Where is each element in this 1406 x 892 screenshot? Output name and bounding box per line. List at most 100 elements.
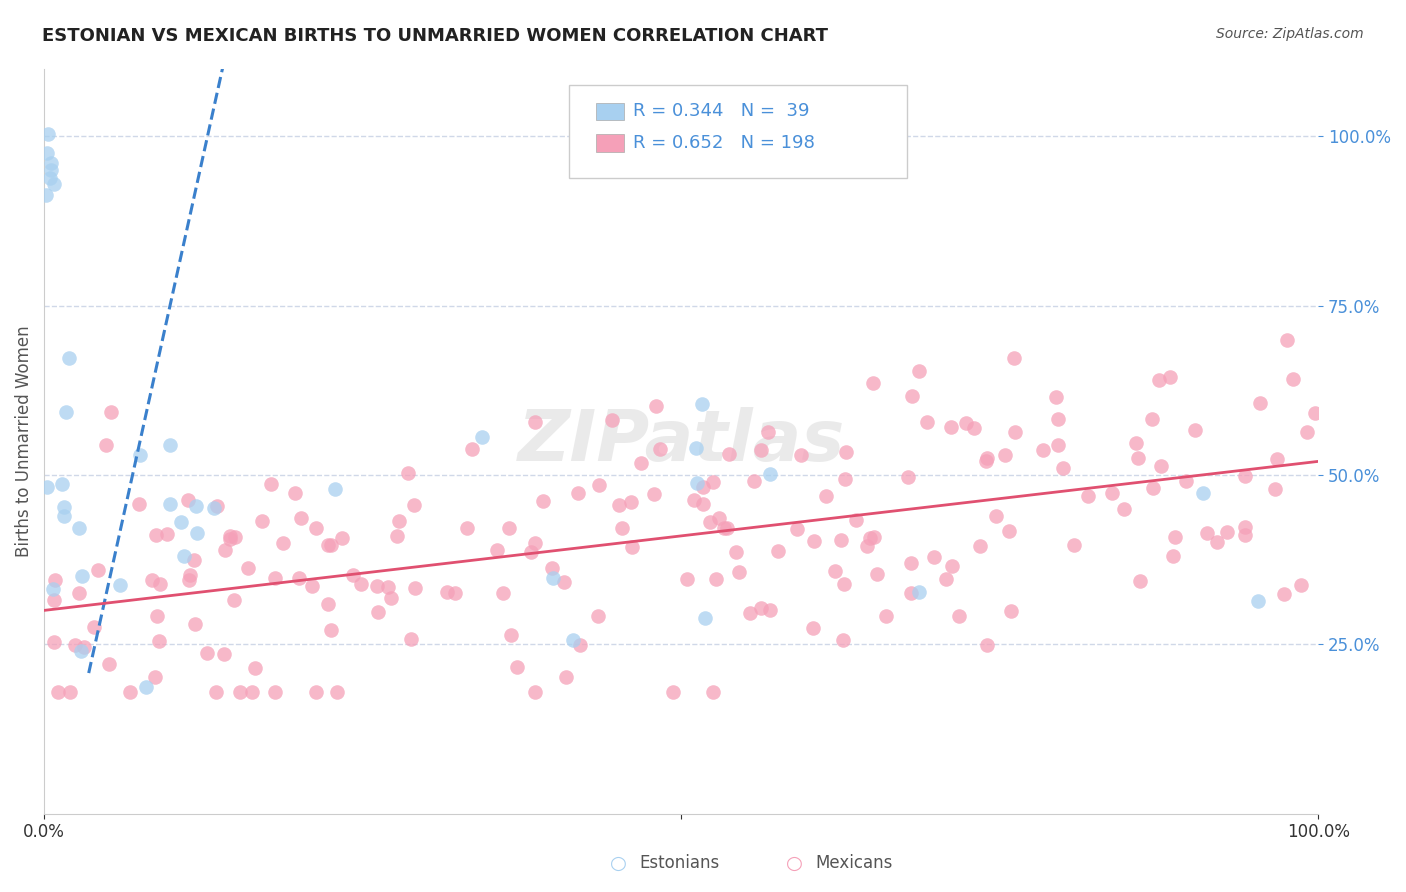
Point	[436, 584, 458, 599]
Point	[498, 521, 520, 535]
Point	[263, 571, 285, 585]
Point	[176, 493, 198, 508]
Text: ESTONIAN VS MEXICAN BIRTHS TO UNMARRIED WOMEN CORRELATION CHART: ESTONIAN VS MEXICAN BIRTHS TO UNMARRIED …	[42, 27, 828, 45]
Point	[156, 527, 179, 541]
Point	[686, 476, 709, 491]
Point	[271, 536, 294, 550]
Point	[607, 498, 630, 512]
Point	[305, 684, 328, 698]
Point	[148, 634, 170, 648]
Point	[41, 163, 63, 178]
Point	[135, 680, 157, 694]
Point	[501, 628, 523, 642]
Point	[562, 632, 585, 647]
Point	[1249, 396, 1271, 410]
Point	[321, 537, 343, 551]
Text: Mexicans: Mexicans	[815, 855, 893, 872]
Point	[396, 466, 419, 480]
Point	[676, 572, 699, 586]
Point	[486, 543, 509, 558]
Point	[236, 561, 259, 575]
Point	[901, 388, 924, 402]
Point	[51, 477, 73, 491]
Point	[214, 543, 236, 558]
Point	[1142, 481, 1164, 495]
Point	[1275, 333, 1298, 347]
Point	[922, 549, 945, 564]
Point	[685, 442, 707, 456]
Point	[388, 514, 411, 528]
Point	[702, 684, 724, 698]
Point	[749, 442, 772, 457]
Point	[53, 508, 76, 523]
Point	[42, 177, 65, 191]
Point	[42, 593, 65, 607]
Point	[1272, 587, 1295, 601]
Point	[145, 527, 167, 541]
Text: Source: ZipAtlas.com: Source: ZipAtlas.com	[1216, 27, 1364, 41]
Point	[1047, 412, 1070, 426]
Point	[1265, 451, 1288, 466]
Point	[1101, 486, 1123, 500]
Point	[377, 580, 399, 594]
Point	[141, 574, 163, 588]
Point	[401, 632, 423, 646]
Point	[709, 511, 731, 525]
Point	[713, 521, 735, 535]
Point	[803, 534, 825, 549]
Point	[962, 420, 984, 434]
Point	[727, 565, 749, 579]
Point	[749, 601, 772, 615]
Point	[742, 474, 765, 488]
Point	[37, 480, 59, 494]
Point	[1233, 468, 1256, 483]
Point	[456, 521, 478, 535]
Point	[1233, 528, 1256, 542]
Point	[288, 571, 311, 585]
Point	[128, 497, 150, 511]
Point	[42, 635, 65, 649]
Point	[858, 532, 880, 546]
Point	[58, 351, 80, 365]
Point	[316, 597, 339, 611]
Point	[824, 565, 846, 579]
Point	[974, 454, 997, 468]
Point	[717, 447, 740, 461]
Point	[519, 545, 541, 559]
Point	[350, 577, 373, 591]
Point	[284, 486, 307, 500]
Point	[865, 566, 887, 581]
Point	[759, 467, 782, 482]
Point	[586, 609, 609, 624]
Point	[875, 609, 897, 624]
Point	[87, 563, 110, 577]
Point	[173, 549, 195, 564]
Point	[229, 684, 252, 698]
Point	[1247, 594, 1270, 608]
Point	[35, 187, 58, 202]
Point	[366, 579, 388, 593]
Point	[1150, 459, 1173, 474]
Point	[1129, 574, 1152, 589]
Point	[146, 608, 169, 623]
Point	[1233, 520, 1256, 534]
Point	[814, 489, 837, 503]
Point	[969, 540, 991, 554]
Point	[202, 500, 225, 515]
Point	[567, 486, 589, 500]
Point	[682, 492, 704, 507]
Point	[367, 605, 389, 619]
Text: Estonians: Estonians	[640, 855, 720, 872]
Point	[149, 576, 172, 591]
Point	[387, 529, 409, 543]
Point	[1032, 442, 1054, 457]
Point	[984, 508, 1007, 523]
Point	[702, 475, 724, 489]
Point	[738, 606, 761, 620]
Point	[55, 405, 77, 419]
Point	[1046, 438, 1069, 452]
Point	[835, 445, 858, 459]
Point	[1164, 530, 1187, 544]
Point	[67, 521, 90, 535]
Point	[100, 405, 122, 419]
